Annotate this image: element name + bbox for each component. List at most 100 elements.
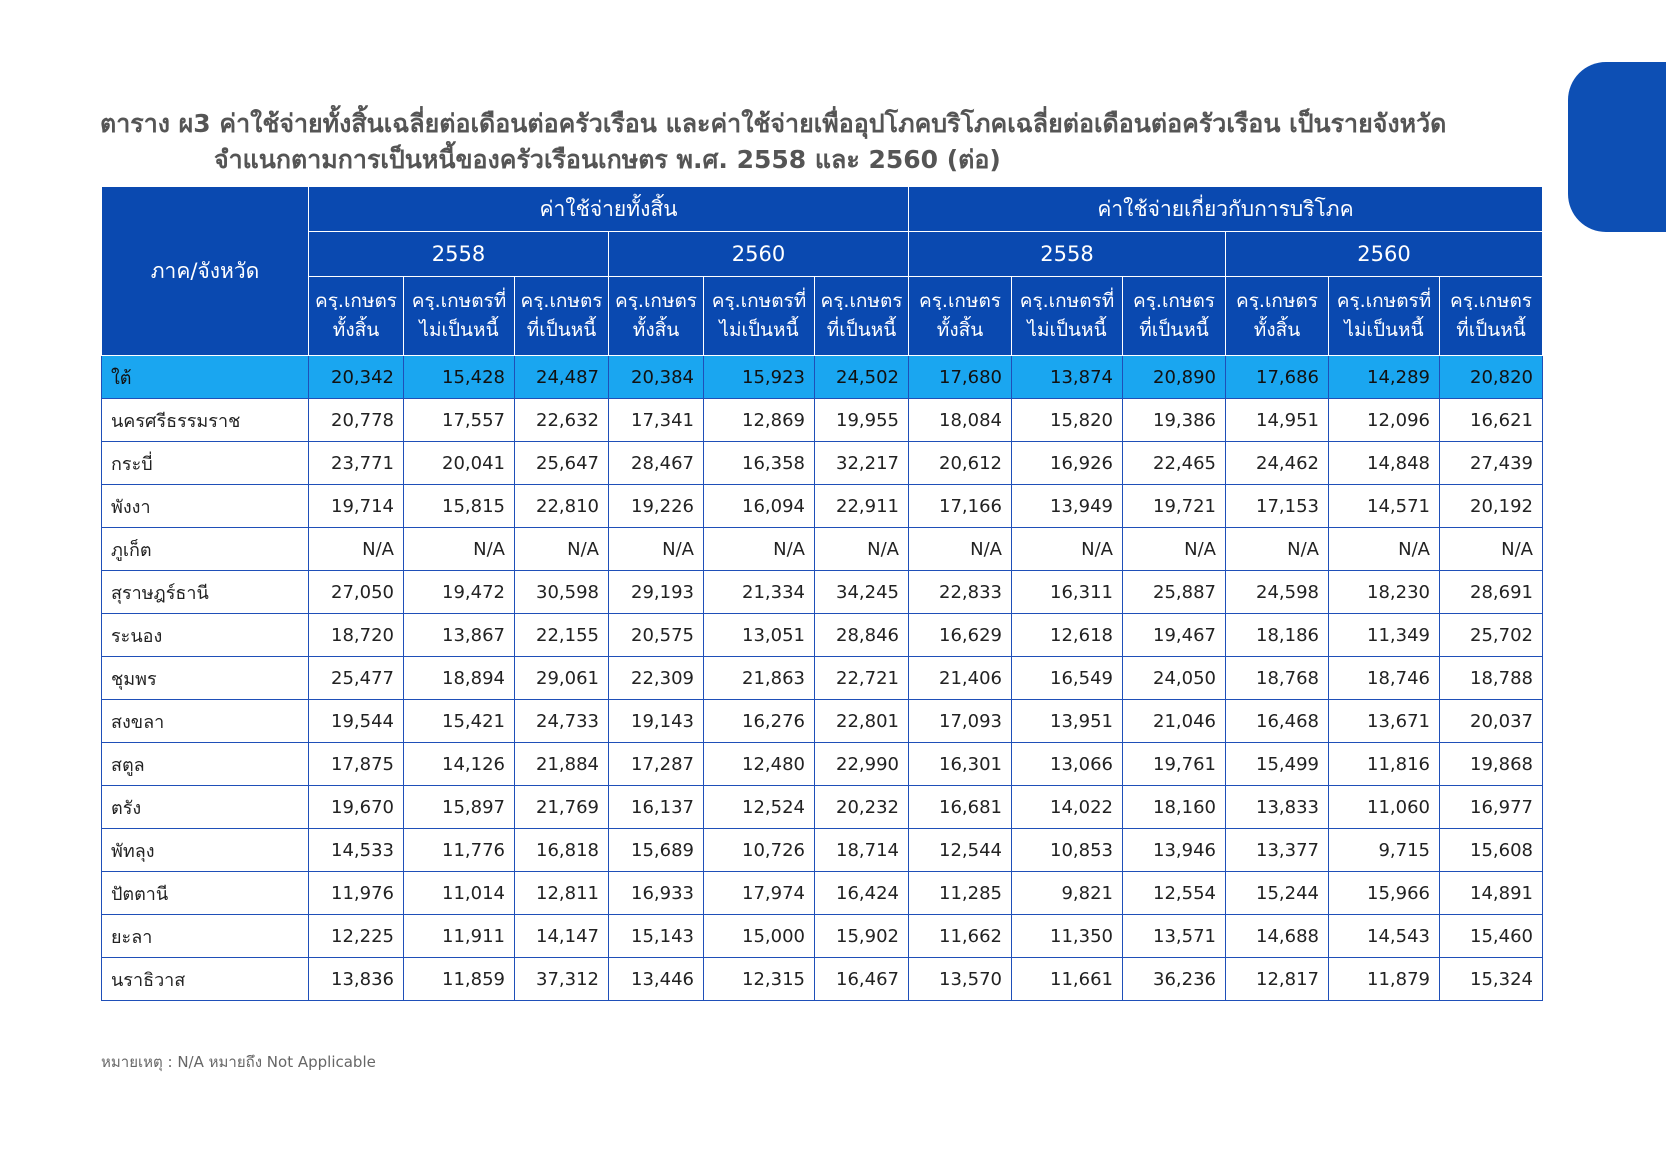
value-cell: 22,721 bbox=[814, 656, 909, 700]
value-cell: 11,816 bbox=[1328, 742, 1440, 786]
subheader-line-1: ครฺ.เกษตรที่ bbox=[1336, 290, 1432, 312]
table-row: ตรัง 19,670 15,897 21,769 16,137 12,524 20,232… bbox=[101, 785, 1543, 829]
value-cell: 19,143 bbox=[608, 699, 704, 743]
summary-row: ใต้ 20,342 15,428 24,487 20,384 15,923 24,502 1… bbox=[101, 355, 1543, 399]
value-cell: 15,820 bbox=[1011, 398, 1123, 442]
table-row: ระนอง 18,720 13,867 22,155 20,575 13,051 28,84… bbox=[101, 613, 1543, 657]
subheader-debt-households: ครฺ.เกษตรที่เป็นหนี้ bbox=[814, 276, 909, 356]
subheader-line-1: ครฺ.เกษตร bbox=[820, 290, 903, 312]
table-row: ภูเก็ต N/A N/A N/A N/A N/A N/A N/A N/A N/A N/A N/A N… bbox=[101, 527, 1543, 571]
value-cell: 19,670 bbox=[308, 785, 404, 829]
header-consumption-2560: 2560 bbox=[1225, 231, 1543, 277]
value-cell: 14,533 bbox=[308, 828, 404, 872]
table-row: สตูล 17,875 14,126 21,884 17,287 12,480 22,990… bbox=[101, 742, 1543, 786]
value-cell: 14,688 bbox=[1225, 914, 1329, 958]
value-cell: 20,612 bbox=[908, 441, 1012, 485]
value-cell: 15,421 bbox=[403, 699, 515, 743]
value-cell: N/A bbox=[814, 527, 909, 571]
value-cell: 11,776 bbox=[403, 828, 515, 872]
province-name: ยะลา bbox=[101, 914, 309, 958]
value-cell: 19,544 bbox=[308, 699, 404, 743]
value-cell: 15,902 bbox=[814, 914, 909, 958]
value-cell: 32,217 bbox=[814, 441, 909, 485]
value-cell: 16,926 bbox=[1011, 441, 1123, 485]
value-cell: 16,621 bbox=[1439, 398, 1543, 442]
value-cell: 13,051 bbox=[703, 613, 815, 657]
value-cell: N/A bbox=[608, 527, 704, 571]
subheader-line-2: ทั้งสิ้น bbox=[332, 319, 380, 341]
subheader-all-households: ครฺ.เกษตร ทั้งสิ้น bbox=[908, 276, 1012, 356]
subheader-line-2: ไม่เป็นหนี้ bbox=[1344, 319, 1424, 341]
value-cell: 30,598 bbox=[514, 570, 609, 614]
value-cell: 21,334 bbox=[703, 570, 815, 614]
value-cell: 20,778 bbox=[308, 398, 404, 442]
value-cell: 20,342 bbox=[308, 355, 404, 399]
value-cell: 14,147 bbox=[514, 914, 609, 958]
subheader-line-2: ที่เป็นหนี้ bbox=[826, 319, 897, 341]
value-cell: 19,721 bbox=[1122, 484, 1226, 528]
table-row: พัทลุง 14,533 11,776 16,818 15,689 10,726 18,7… bbox=[101, 828, 1543, 872]
table-title: ตาราง ผ3 ค่าใช้จ่ายทั้งสิ้นเฉลี่ยต่อเดือ… bbox=[100, 106, 1560, 178]
value-cell: 18,084 bbox=[908, 398, 1012, 442]
subheader-line-2: ทั้งสิ้น bbox=[632, 319, 680, 341]
value-cell: 14,571 bbox=[1328, 484, 1440, 528]
value-cell: 13,874 bbox=[1011, 355, 1123, 399]
value-cell: 25,647 bbox=[514, 441, 609, 485]
value-cell: 15,966 bbox=[1328, 871, 1440, 915]
value-cell: 20,384 bbox=[608, 355, 704, 399]
value-cell: 13,570 bbox=[908, 957, 1012, 1001]
value-cell: 27,050 bbox=[308, 570, 404, 614]
value-cell: 19,226 bbox=[608, 484, 704, 528]
value-cell: 16,818 bbox=[514, 828, 609, 872]
value-cell: 15,428 bbox=[403, 355, 515, 399]
value-cell: 21,769 bbox=[514, 785, 609, 829]
province-name: ปัตตานี bbox=[101, 871, 309, 915]
value-cell: 16,549 bbox=[1011, 656, 1123, 700]
subheader-line-2: ทั้งสิ้น bbox=[936, 319, 984, 341]
value-cell: 22,465 bbox=[1122, 441, 1226, 485]
title-line-1: ตาราง ผ3 ค่าใช้จ่ายทั้งสิ้นเฉลี่ยต่อเดือ… bbox=[100, 109, 1447, 138]
province-name: นราธิวาส bbox=[101, 957, 309, 1001]
value-cell: 16,358 bbox=[703, 441, 815, 485]
province-name: กระบี่ bbox=[101, 441, 309, 485]
value-cell: 12,480 bbox=[703, 742, 815, 786]
value-cell: 15,689 bbox=[608, 828, 704, 872]
subheader-debt-households: ครฺ.เกษตร ที่เป็นหนี้ bbox=[1439, 276, 1543, 356]
subheader-no-debt-households: ครฺ.เกษตรที่ไม่เป็นหนี้ bbox=[1328, 276, 1440, 356]
value-cell: 11,662 bbox=[908, 914, 1012, 958]
data-table: ภาค/จังหวัด ค่าใช้จ่ายทั้งสิ้น ค่าใช้จ่า… bbox=[101, 186, 1543, 1001]
value-cell: 22,911 bbox=[814, 484, 909, 528]
value-cell: 12,225 bbox=[308, 914, 404, 958]
subheader-line-2: ที่เป็นหนี้ bbox=[1139, 319, 1209, 341]
subheader-line-2: ไม่เป็นหนี้ bbox=[719, 319, 799, 341]
value-cell: 25,887 bbox=[1122, 570, 1226, 614]
value-cell: 29,061 bbox=[514, 656, 609, 700]
value-cell: 24,462 bbox=[1225, 441, 1329, 485]
value-cell: 12,544 bbox=[908, 828, 1012, 872]
value-cell: 13,946 bbox=[1122, 828, 1226, 872]
header-consumption-2558: 2558 bbox=[908, 231, 1226, 277]
value-cell: 14,022 bbox=[1011, 785, 1123, 829]
subheader-line-2: ไม่เป็นหนี้ bbox=[419, 319, 499, 341]
province-name: ชุมพร bbox=[101, 656, 309, 700]
value-cell: 11,060 bbox=[1328, 785, 1440, 829]
value-cell: 16,137 bbox=[608, 785, 704, 829]
value-cell: 24,050 bbox=[1122, 656, 1226, 700]
value-cell: 18,768 bbox=[1225, 656, 1329, 700]
value-cell: 16,681 bbox=[908, 785, 1012, 829]
value-cell: 22,155 bbox=[514, 613, 609, 657]
province-name: พังงา bbox=[101, 484, 309, 528]
value-cell: 11,661 bbox=[1011, 957, 1123, 1001]
value-cell: 24,487 bbox=[514, 355, 609, 399]
table-row: ชุมพร 25,477 18,894 29,061 22,309 21,863 22,72… bbox=[101, 656, 1543, 700]
subheader-line-1: ครฺ.เกษตร bbox=[314, 290, 398, 312]
value-cell: 11,350 bbox=[1011, 914, 1123, 958]
subheader-no-debt-households: ครฺ.เกษตรที่ ไม่เป็นหนี้ bbox=[403, 276, 515, 356]
value-cell: N/A bbox=[1328, 527, 1440, 571]
value-cell: 16,311 bbox=[1011, 570, 1123, 614]
value-cell: 28,467 bbox=[608, 441, 704, 485]
value-cell: 18,788 bbox=[1439, 656, 1543, 700]
value-cell: 13,377 bbox=[1225, 828, 1329, 872]
value-cell: 18,230 bbox=[1328, 570, 1440, 614]
subheader-line-2: ไม่เป็นหนี้ bbox=[1027, 319, 1107, 341]
